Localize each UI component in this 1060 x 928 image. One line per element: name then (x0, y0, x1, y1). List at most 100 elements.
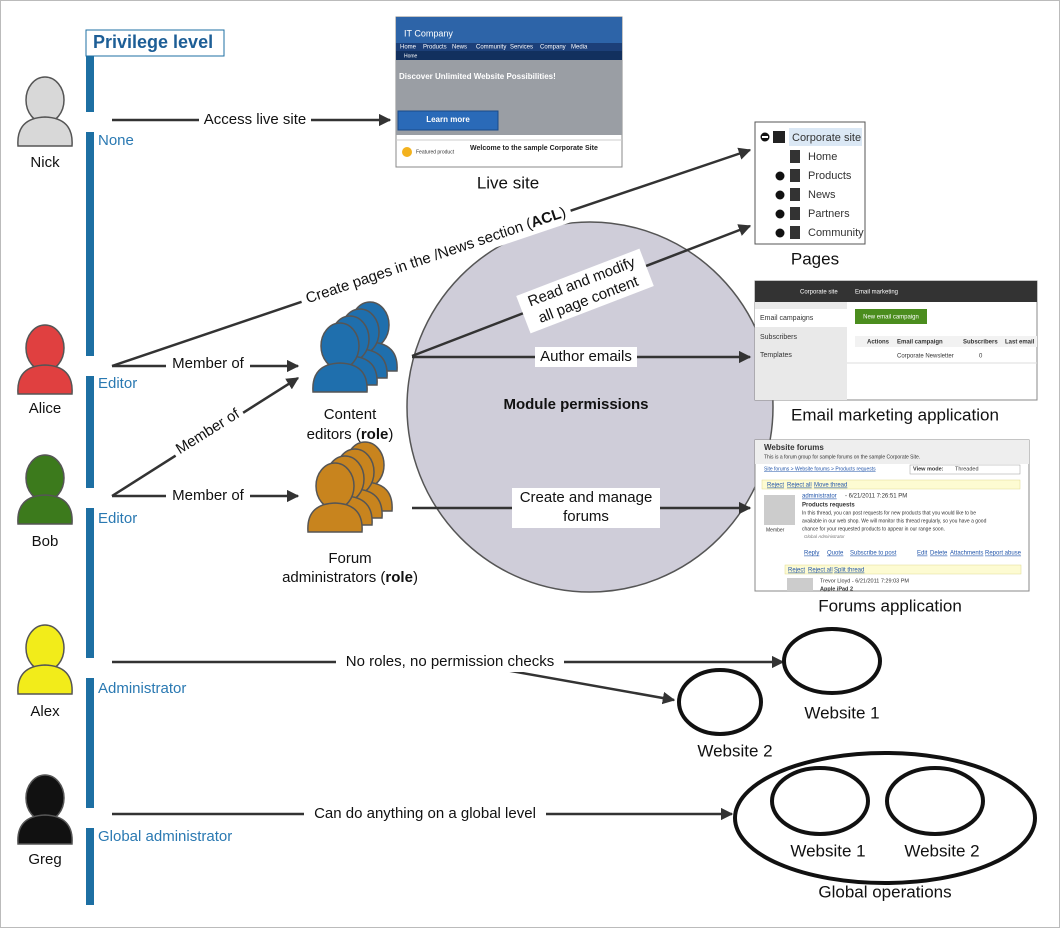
action-link[interactable]: Move thread (814, 483, 847, 489)
user-name: Alex (30, 703, 60, 720)
cell: Corporate Newsletter (897, 354, 954, 360)
nav-item: Company (540, 45, 566, 51)
logo: IT Company (404, 28, 453, 38)
post-link[interactable]: Attachments (950, 551, 983, 557)
level: Editor (98, 375, 137, 392)
action-link[interactable]: Reject (788, 568, 805, 574)
post-link[interactable]: Report abuse (985, 551, 1022, 557)
level: Editor (98, 510, 137, 527)
nav-item: Community (476, 45, 506, 51)
title: Privilege level (93, 32, 213, 52)
edge-label: Can do anything on a global level (314, 805, 536, 822)
crumb: Home (404, 53, 418, 59)
level: None (98, 132, 134, 149)
banner-heading: Discover Unlimited Website Possibilities… (399, 72, 556, 81)
post-body: In this thread, you can post requests fo… (802, 510, 976, 516)
post-link[interactable]: Quote (827, 551, 844, 557)
title-box (85, 29, 225, 57)
tree-item: Home (808, 151, 837, 163)
post-date: - 6/21/2011 7:26:51 PM (845, 494, 907, 500)
member-badge: Member (766, 527, 785, 533)
post-link[interactable]: Delete (930, 551, 948, 557)
role-name: Forum (328, 550, 371, 567)
menu-item: Subscribers (760, 334, 797, 341)
welcome: Welcome to the sample Corporate Site (470, 145, 598, 152)
module-circle (406, 221, 774, 593)
tree-item: Partners (808, 208, 850, 220)
post-body: available in our web shop. We will monit… (802, 518, 987, 524)
email-screenshot (754, 280, 1038, 401)
post-link[interactable]: Edit (917, 551, 928, 557)
post-subject: Products requests (802, 503, 855, 509)
live-site-screenshot (395, 16, 623, 168)
target-label: Forums application (818, 596, 962, 615)
app-bar-item: Email marketing (855, 290, 898, 296)
tree-item: Products (808, 170, 852, 182)
role-name: editors (role) (307, 426, 394, 443)
view-mode: View mode: (913, 466, 944, 472)
post-link[interactable]: Subscribe to post (850, 551, 897, 557)
post-link[interactable]: Reply (804, 551, 819, 557)
action-link[interactable]: Split thread (834, 568, 864, 574)
breadcrumb: Site forums > Website forums > Products … (764, 466, 876, 472)
cell: 0 (979, 354, 983, 360)
reply-subject: Apple iPad 2 (820, 586, 853, 592)
edge-label: Member of (172, 355, 245, 372)
column-header: Email campaign (897, 340, 943, 346)
user-name: Nick (30, 154, 60, 171)
tree-root: Corporate site (792, 132, 861, 144)
website-label: Website 2 (904, 841, 979, 860)
role-name: Content (324, 406, 377, 423)
column-header: Subscribers (963, 340, 998, 346)
column-header: Last email (1005, 340, 1035, 346)
target-label: Email marketing application (791, 405, 999, 424)
action-link[interactable]: Reject (767, 483, 784, 489)
reply-author: Trevor Lloyd - 6/21/2011 7:29:03 PM (820, 578, 909, 584)
post-author: administrator (802, 494, 837, 500)
nav-item: Services (510, 45, 533, 51)
level: Administrator (98, 680, 186, 697)
action-link[interactable]: Reject all (787, 483, 812, 489)
user-name: Alice (29, 400, 62, 417)
edge-label: Access live site (204, 111, 307, 128)
level-bars (86, 56, 94, 905)
button: Learn more (426, 115, 470, 124)
edge-label: No roles, no permission checks (346, 653, 554, 670)
user-name: Greg (28, 851, 61, 868)
website-label: Website 1 (804, 703, 879, 722)
target-label: Pages (791, 249, 839, 268)
tree-item: News (808, 189, 836, 201)
website-label: Website 2 (697, 741, 772, 760)
button: New email campaign (863, 315, 919, 321)
nav-item: Products (423, 45, 447, 51)
target-label: Live site (477, 173, 539, 192)
nav-item: Home (400, 45, 417, 51)
menu-item: Email campaigns (760, 315, 814, 322)
edge-label: Author emails (540, 348, 632, 365)
featured: Featured product (416, 149, 455, 155)
forums-screenshot (754, 439, 1030, 592)
post-body: chance for your requested products to ap… (802, 526, 945, 532)
edge-label-bg (166, 110, 660, 824)
edge-label: Member of (172, 487, 245, 504)
app-bar-item: Corporate site (800, 290, 838, 296)
action-link[interactable]: Reject all (808, 568, 833, 574)
module-label: Module permissions (503, 396, 648, 413)
column-header: Actions (867, 340, 890, 346)
forum-subtitle: This is a forum group for sample forums … (764, 454, 920, 460)
tree-item: Community (808, 227, 864, 239)
nav-item: Media (571, 45, 588, 51)
level: Global administrator (98, 828, 232, 845)
nav-item: News (452, 45, 467, 51)
edge-label: Create and manage (520, 489, 653, 506)
user-name: Bob (32, 533, 59, 550)
signature: Global Administrator (804, 534, 845, 539)
edge-label: forums (563, 508, 609, 525)
pages-screenshot (754, 121, 866, 245)
view-mode-value: Threaded (955, 466, 979, 472)
menu-item: Templates (760, 352, 792, 359)
website-label: Website 1 (790, 841, 865, 860)
forum-title: Website forums (764, 443, 824, 452)
role-name: administrators (role) (282, 569, 418, 586)
